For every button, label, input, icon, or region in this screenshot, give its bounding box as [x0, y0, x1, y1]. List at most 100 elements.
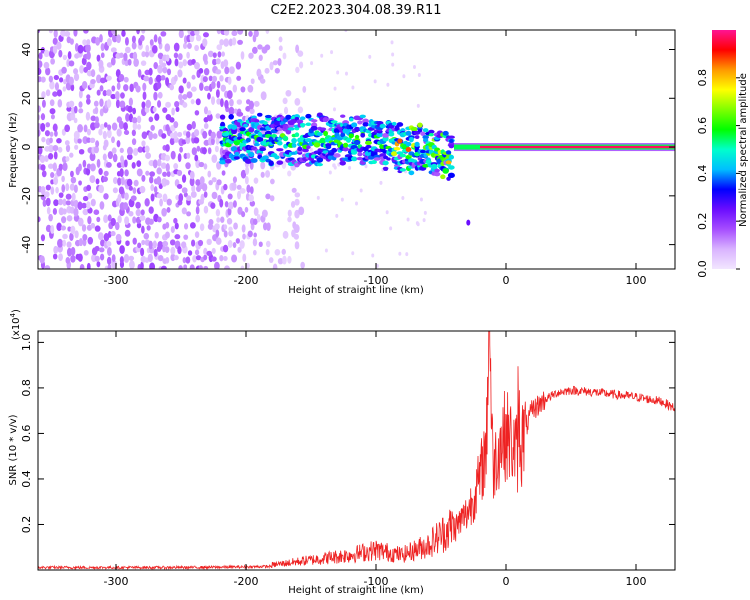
spectrogram-cell: [294, 241, 300, 250]
spectrogram-cell: [105, 75, 112, 81]
spectrogram-cell: [385, 210, 389, 215]
spectrogram-cell: [226, 90, 233, 100]
spectrogram-cell: [111, 122, 118, 131]
spectrogram-cell: [49, 99, 55, 107]
spectrogram-cell: [162, 193, 168, 203]
spectrogram-cell: [79, 65, 85, 74]
spectrogram-cell: [102, 153, 107, 161]
spectrogram-cell: [186, 81, 191, 89]
spectrogram-cell: [253, 232, 257, 238]
spectrogram-cell: [94, 225, 101, 232]
spectrogram-cell: [41, 99, 46, 108]
spectrogram-cell: [67, 51, 72, 60]
spectrogram-cell: [139, 185, 146, 194]
spectrogram-cell: [89, 152, 96, 162]
spectrogram-cell: [351, 156, 358, 162]
spectrogram-cell: [190, 30, 196, 37]
spectrogram-cell: [340, 114, 346, 118]
spectrogram-cell: [212, 52, 217, 58]
spectrogram-cell: [70, 225, 76, 235]
colorbar: 0.0 0.2 0.4 0.6 0.8 Normalized spectral ampl…: [696, 30, 749, 278]
spectrogram-cell: [391, 121, 397, 126]
spectrogram-cell: [100, 43, 105, 52]
spectrogram-cell: [45, 67, 51, 76]
spectrogram-cell: [153, 186, 158, 194]
spectrogram-cell: [359, 114, 366, 119]
spectrogram-cell: [77, 217, 84, 227]
spectrogram-cell: [206, 250, 213, 257]
spectrogram-cell: [117, 215, 122, 224]
spectrogram-cell: [211, 75, 218, 83]
spectrogram-cell: [208, 219, 214, 226]
spectrogram-cell: [182, 94, 188, 100]
spectrogram-cell: [85, 43, 91, 53]
spectrogram-cell: [237, 39, 244, 45]
spectrogram-cell: [65, 193, 72, 200]
spectrogram-cell: [82, 195, 89, 202]
spectrogram-cell: [166, 198, 172, 206]
spectrogram-cell: [111, 85, 116, 92]
spectrogram-cell: [247, 230, 253, 238]
spectrogram-cell: [202, 32, 209, 38]
spectrogram-cell: [39, 255, 45, 264]
spectrogram-cell: [239, 142, 247, 148]
spectrogram-cell: [190, 99, 195, 105]
spectrogram-cell: [112, 153, 118, 163]
spectrogram-cell: [162, 240, 169, 247]
spectrogram-cell: [157, 91, 163, 99]
spectrogram-cell: [256, 214, 261, 223]
spectrogram-frame: [37, 29, 676, 270]
spectrogram-cell: [68, 76, 74, 86]
spectrogram-cell: [244, 206, 249, 213]
spectrogram-cell: [399, 168, 407, 172]
spectrogram-cell: [38, 146, 43, 155]
spectrogram-cell: [112, 176, 118, 185]
spectrogram-cell: [103, 193, 109, 200]
spectrogram-cell: [100, 239, 105, 247]
spectrogram-cell: [390, 40, 394, 45]
spectrogram-cell: [252, 249, 257, 256]
spectrogram-cell: [55, 186, 59, 194]
spectrogram-cell: [73, 207, 79, 217]
spectrogram-cell: [282, 52, 287, 60]
spectrogram-cell: [61, 184, 66, 193]
spectrogram-cell: [179, 146, 184, 153]
spectrogram-cell: [118, 120, 124, 130]
spectrogram-cell: [203, 205, 209, 214]
spectrogram-cell: [52, 91, 58, 97]
spectrogram-cell: [249, 161, 254, 170]
spectrogram-cell: [203, 247, 208, 256]
spectrogram-cell: [116, 128, 122, 137]
spectrogram-cell: [282, 255, 287, 265]
spectrogram-cell: [351, 85, 355, 90]
spectrogram-cell: [144, 106, 150, 113]
spectrogram-cell: [154, 231, 159, 239]
spectrogram-cell: [251, 115, 257, 119]
spectrogram-cell: [93, 145, 100, 154]
spectrogram-cell: [306, 145, 311, 150]
spectrogram-cell: [192, 255, 197, 263]
spectrogram-cell: [132, 107, 137, 115]
spectrogram-cell: [70, 246, 76, 256]
colorbar-tick-label: 0.0: [696, 260, 709, 278]
spectrogram-cell: [196, 145, 201, 152]
spectrogram-cell: [221, 170, 226, 176]
spectrogram-cell: [130, 195, 137, 202]
spectrogram-cell: [223, 183, 228, 191]
spectrogram-cell: [112, 34, 118, 43]
spectrogram-cell: [195, 98, 201, 106]
spectrogram-cell: [428, 133, 434, 137]
spectrogram-cell: [276, 140, 283, 146]
spectrogram-cell: [61, 216, 67, 224]
spectrogram-cell: [278, 36, 283, 43]
snr-y-tick-label: 0.4: [20, 470, 33, 488]
spectrogram-cell: [203, 265, 209, 269]
spectrogram-cell: [237, 30, 244, 35]
spectrogram-cell: [53, 74, 60, 81]
spectrogram-cell: [173, 255, 179, 261]
spectrogram-cell: [166, 171, 171, 177]
spectrogram-cell: [340, 197, 344, 202]
spectrogram-cell: [176, 183, 183, 189]
spectrogram-cell: [49, 108, 56, 115]
spectrogram-cell: [422, 163, 430, 168]
